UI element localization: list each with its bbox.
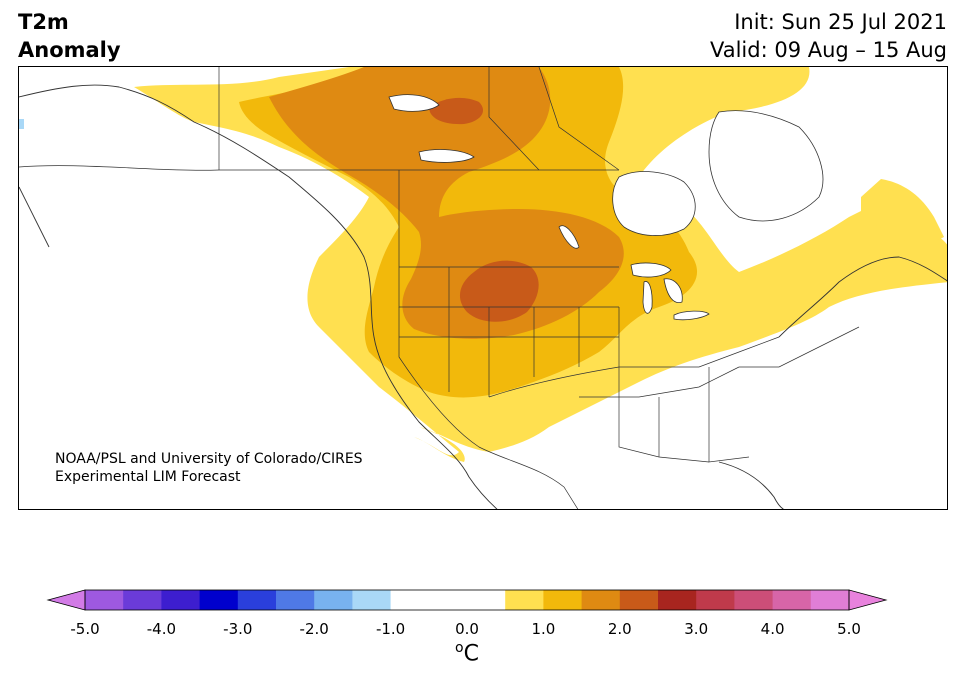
colorbar-tick-label: -5.0 <box>70 620 100 638</box>
greenland-landmass <box>708 110 824 222</box>
colorbar-tick-label: 1.0 <box>531 620 556 638</box>
colorbar-tick-label: 0.0 <box>455 620 479 638</box>
colorbar-cell <box>696 590 735 610</box>
map-title: T2m Anomaly <box>18 8 121 64</box>
colorbar-cell <box>772 590 812 610</box>
colorbar-cell <box>428 590 506 610</box>
lake-erie <box>673 310 710 321</box>
colorbar-extend-min <box>46 589 86 611</box>
colorbar-cell <box>619 590 659 610</box>
anomaly-map <box>18 66 948 510</box>
colorbar-tick-label: -3.0 <box>223 620 253 638</box>
credit-text: NOAA/PSL and University of Colorado/CIRE… <box>55 450 363 486</box>
lake-winnipeg <box>558 225 580 249</box>
colorbar-unit: oC <box>455 640 479 666</box>
lake-superior <box>630 262 672 278</box>
colorbar-tick-label: -1.0 <box>375 620 406 638</box>
colorbar-cell <box>810 590 850 610</box>
colorbar-tick-label: 4.0 <box>760 620 785 638</box>
colorbar-cell <box>123 590 162 610</box>
colorbar <box>46 589 888 611</box>
colorbar-tick-label: 2.0 <box>607 620 632 638</box>
anomaly-region-2-to-2-5 <box>459 260 539 322</box>
colorbar-cell <box>352 590 392 610</box>
lake-huron <box>663 278 683 304</box>
coastline <box>19 84 947 509</box>
colorbar-cell <box>734 590 774 610</box>
forecast-dates: Init: Sun 25 Jul 2021 Valid: 09 Aug – 15… <box>710 8 947 64</box>
hudson-bay <box>612 171 696 236</box>
colorbar-cell <box>314 590 353 610</box>
colorbar-cells <box>85 590 850 610</box>
variable-label: T2m <box>18 10 69 34</box>
colorbar-tick-label: -2.0 <box>299 620 329 638</box>
unit-degree: o <box>455 640 464 656</box>
lake-michigan <box>642 281 653 314</box>
colorbar-tick-label: -4.0 <box>146 620 177 638</box>
colorbar-cell <box>658 590 697 610</box>
colorbar-cell <box>581 590 621 610</box>
valid-range: Valid: 09 Aug – 15 Aug <box>709 38 947 62</box>
anomaly-region-arctic <box>619 67 806 99</box>
credit-line-2: Experimental LIM Forecast <box>55 469 241 485</box>
subtitle-label: Anomaly <box>18 38 121 62</box>
colorbar-cell <box>543 590 583 610</box>
unit-letter: C <box>463 641 479 667</box>
great-slave-lake <box>418 149 475 163</box>
anomaly-region-cold-pixel <box>19 119 24 129</box>
colorbar-cell <box>161 590 201 610</box>
anomaly-region-1-5-to-2 <box>269 67 624 339</box>
credit-line-1: NOAA/PSL and University of Colorado/CIRE… <box>55 451 363 467</box>
colorbar-cell <box>237 590 277 610</box>
colorbar-cell <box>199 590 239 610</box>
colorbar-cell <box>505 590 544 610</box>
colorbar-cell <box>276 590 315 610</box>
great-bear-lake <box>388 94 440 112</box>
anomaly-region-2-to-2-5-north <box>429 97 484 125</box>
colorbar-extend-max <box>848 589 888 611</box>
init-date: Init: Sun 25 Jul 2021 <box>734 10 947 34</box>
colorbar-cell <box>390 590 430 610</box>
political-boundaries <box>19 67 860 509</box>
colorbar-tick-label: 3.0 <box>684 620 709 638</box>
colorbar-tick-label: 5.0 <box>837 620 861 638</box>
colorbar-ticks: -5.0 -4.0 -3.0 -2.0 -1.0 0.0 1.0 2.0 3.0 4.0 5.0 <box>0 620 959 642</box>
colorbar-outline <box>84 589 850 611</box>
map-canvas <box>19 67 947 509</box>
colorbar-cell <box>85 590 124 610</box>
anomaly-region-labrador <box>861 179 944 249</box>
